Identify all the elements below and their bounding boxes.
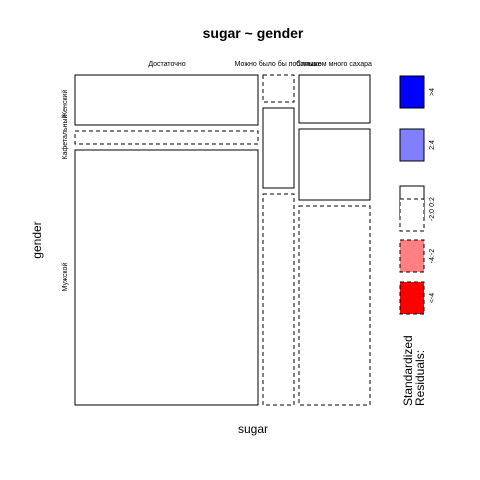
- legend-swatch: [399, 128, 425, 162]
- y-tick-label: Кафетальный: [61, 114, 69, 159]
- legend-title-line-2: Residuals:: [413, 350, 427, 406]
- mosaic-tile: [74, 130, 259, 145]
- legend-label: <-4: [429, 293, 436, 303]
- mosaic-tile: [298, 74, 371, 124]
- mosaic-tile: [298, 205, 371, 406]
- mosaic-tiles: [74, 74, 371, 406]
- mosaic-tile: [262, 107, 295, 189]
- legend-swatch: [399, 239, 425, 273]
- legend-label: 0:2: [429, 197, 436, 207]
- legend-label: -4:-2: [429, 249, 436, 264]
- mosaic-tile: [262, 193, 295, 406]
- legend-label: 2:4: [429, 140, 436, 150]
- legend-label: >4: [429, 88, 436, 96]
- x-tick-label: Можно было бы побольше: [235, 60, 322, 68]
- legend-swatch: [399, 198, 425, 232]
- legend-label: -2:0: [429, 209, 436, 221]
- legend-swatch: [399, 75, 425, 109]
- y-tick-label: Мужской: [61, 263, 69, 292]
- legend-swatch: [399, 281, 425, 315]
- x-tick-labels: Достаточно Можно было бы побольшеСлишком …: [148, 60, 372, 68]
- mosaic-tile: [262, 74, 295, 103]
- x-tick-label: Достаточно: [148, 61, 185, 68]
- legend-title: Standardized Residuals:: [401, 332, 427, 406]
- legend: >4 2:4 0:2 -2:0 -4:-2 <-4: [399, 75, 436, 315]
- x-tick-label: Слишком много сахара: [296, 61, 372, 68]
- mosaic-tile: [298, 128, 371, 201]
- x-axis-label: sugar: [238, 422, 268, 436]
- chart-title: sugar ~ gender: [203, 25, 304, 41]
- y-tick-label: Женский: [61, 90, 69, 119]
- legend-title-line-1: Standardized: [401, 335, 415, 406]
- mosaic-tile: [74, 74, 259, 126]
- y-axis-label: gender: [30, 221, 44, 258]
- mosaic-tile: [74, 149, 259, 406]
